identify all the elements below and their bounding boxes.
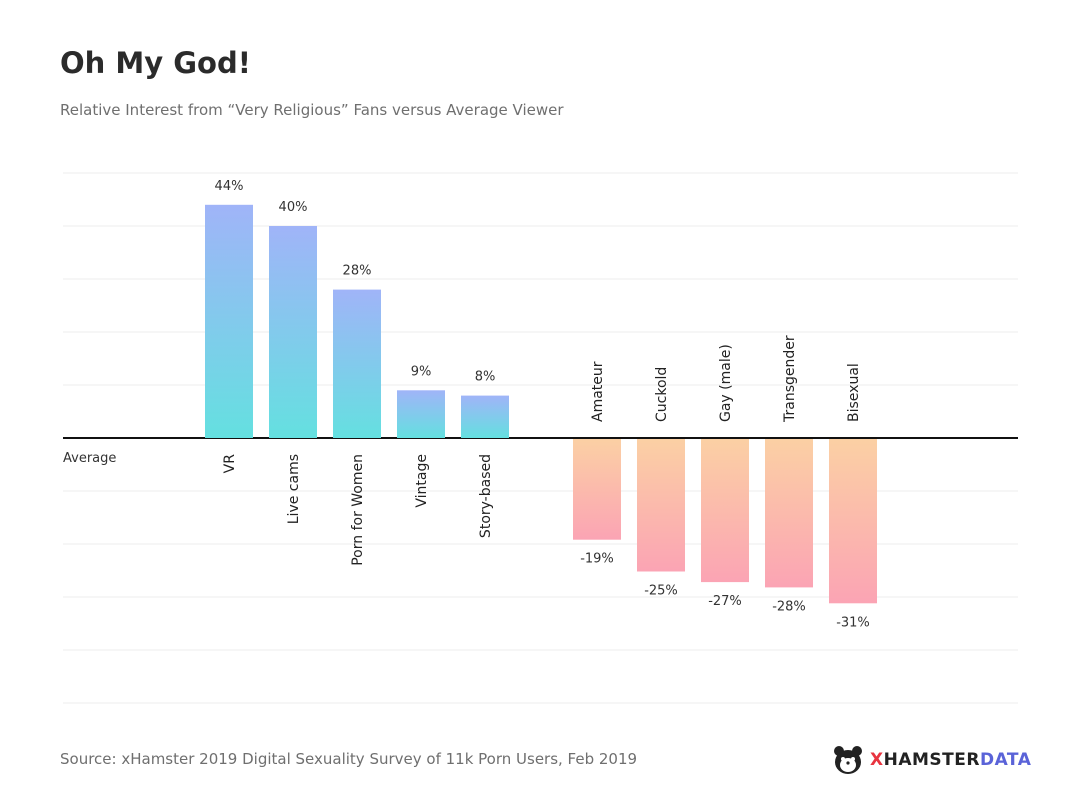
bar-live-cams	[269, 226, 317, 438]
category-label: Story-based	[478, 454, 494, 538]
data-label: 9%	[411, 364, 432, 379]
data-label: 28%	[343, 264, 372, 279]
category-label: Gay (male)	[718, 344, 734, 422]
labels: Average 44% VR 40% Live cams 28% Porn for Wome…	[63, 179, 870, 630]
bar-amateur	[573, 439, 621, 540]
bar-chart: Average 44% VR 40% Live cams 28% Porn for Wome…	[63, 172, 1018, 704]
category-label: Live cams	[286, 454, 302, 524]
category-label: Transgender	[782, 335, 798, 423]
data-label: 44%	[215, 179, 244, 194]
chart-title: Oh My God!	[60, 46, 251, 80]
category-label: Bisexual	[846, 363, 862, 422]
chart-subtitle: Relative Interest from “Very Religious” …	[60, 101, 564, 119]
bar-vr	[205, 204, 253, 438]
logo-x: X	[870, 750, 884, 770]
bar-cuckold	[637, 439, 685, 572]
category-label: Amateur	[590, 361, 606, 422]
data-label: -27%	[708, 594, 742, 609]
baseline-label: Average	[63, 451, 116, 466]
logo-hamster: HAMSTER	[883, 750, 980, 770]
data-label: -31%	[836, 615, 870, 630]
bar-gay-male	[701, 439, 749, 583]
bar-bisexual	[829, 439, 877, 604]
data-label: -28%	[772, 599, 806, 614]
category-label: VR	[222, 454, 238, 474]
data-label: 8%	[475, 370, 496, 385]
category-label: Vintage	[414, 454, 430, 508]
bar-transgender	[765, 439, 813, 588]
category-label: Porn for Women	[350, 454, 366, 566]
bar-porn-for-women	[333, 289, 381, 438]
logo-wordmark: XHAMSTERDATA	[870, 750, 1031, 770]
data-label: -25%	[644, 584, 678, 599]
category-label: Cuckold	[654, 367, 670, 422]
hamster-face-icon	[834, 746, 862, 774]
xhamster-data-logo: XHAMSTERDATA	[832, 744, 1031, 776]
data-label: -19%	[580, 552, 614, 567]
bar-story-based	[461, 395, 509, 438]
bar-vintage	[397, 390, 445, 438]
logo-data: DATA	[979, 750, 1032, 770]
data-label: 40%	[279, 200, 308, 215]
source-note: Source: xHamster 2019 Digital Sexuality …	[60, 750, 638, 768]
bars	[205, 204, 877, 604]
